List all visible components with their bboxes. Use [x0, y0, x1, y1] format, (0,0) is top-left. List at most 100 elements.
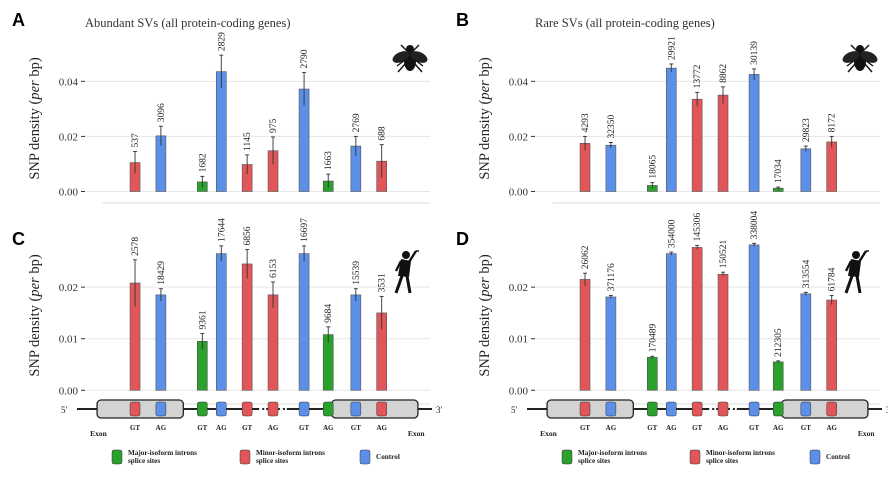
panel-letter: D [456, 229, 469, 249]
bar-count-label: 9361 [198, 310, 208, 329]
fly-wing-left [392, 51, 410, 63]
y-axis-label-part: SNP density ( [477, 296, 493, 376]
y-tick-label: 0.04 [59, 76, 79, 88]
splice-site-minor [376, 401, 387, 417]
splice-site-control [800, 401, 812, 417]
bar-count-label: 537 [131, 133, 141, 148]
splice-site-minor [267, 401, 279, 417]
y-axis-label-part: per [27, 80, 43, 101]
bar-count-label: 18429 [157, 261, 167, 285]
bar-control [748, 244, 760, 391]
legend-swatch-major [561, 449, 573, 465]
splice-site-control [216, 401, 227, 417]
panel-a: A Abundant SVs (all protein-coding genes)… [12, 10, 430, 204]
splice-site-label: GT [692, 424, 702, 432]
exon-label: Exon [858, 429, 876, 438]
bar-count-label: 212305 [774, 328, 784, 357]
y-axis-label-part: SNP density ( [27, 296, 43, 376]
splice-site-label: AG [323, 424, 334, 432]
panel-b: B Rare SVs (all protein-coding genes) 0.00… [456, 10, 880, 204]
human-leg [855, 275, 862, 294]
bar-count-label: 1145 [243, 132, 253, 151]
exon-box [331, 399, 419, 419]
splice-site-minor [129, 401, 141, 417]
splice-site-minor [691, 401, 703, 417]
human-arm [857, 250, 868, 263]
human-arm [407, 250, 418, 263]
bar-count-label: 15539 [352, 261, 362, 285]
bar-count-label: 371176 [607, 263, 617, 291]
fly-wing-left [842, 51, 860, 63]
bar-count-label: 2829 [217, 32, 227, 51]
splice-site-label: GT [801, 424, 811, 432]
legend-swatch-control [809, 449, 821, 465]
fly-leg [864, 63, 873, 73]
splice-site-label: AG [216, 424, 227, 432]
y-axis-label-part: per [477, 80, 493, 101]
five-prime-label: 5' [61, 405, 68, 415]
y-axis-label-part: SNP density ( [27, 99, 43, 179]
three-prime-label: 3' [886, 405, 888, 415]
human-arm [844, 260, 853, 272]
legend-swatch-control [359, 449, 371, 465]
y-axis-label-part: bp) [477, 254, 493, 277]
fly-leg [850, 44, 858, 52]
splice-site-major [322, 401, 334, 417]
bar-count-label: 1663 [324, 151, 334, 170]
human-leg [844, 275, 854, 294]
panel-title: Rare SVs (all protein-coding genes) [535, 16, 715, 30]
bar-minor [691, 98, 703, 192]
bar-count-label: 9684 [324, 304, 334, 323]
y-tick-label: 0.01 [509, 334, 528, 346]
panel-d: D 0.00 0.01 0.02 SNP density (per bp) 26062 37… [456, 211, 880, 405]
human-silhouette-icon [394, 250, 419, 294]
bar-minor [579, 279, 591, 391]
human-head [402, 251, 410, 259]
bar-control [748, 74, 760, 192]
fly-leg [400, 44, 408, 52]
bar-minor [826, 299, 838, 391]
bar-count-label: 16697 [300, 218, 310, 242]
human-leg [394, 275, 404, 294]
y-axis-label-part: bp) [27, 57, 43, 80]
gene-diagram: 5' 3' Exon Exon GT AG GT AG GT AG GT AG GT AG [511, 399, 888, 438]
splice-site-label: GT [749, 424, 759, 432]
bar-control [215, 71, 227, 192]
bar-minor [717, 94, 729, 192]
bar-count-label: 8172 [828, 113, 838, 132]
splice-site-label: AG [826, 424, 837, 432]
bar-count-label: 17034 [774, 159, 784, 183]
y-tick-label: 0.01 [59, 334, 78, 346]
panel-c: C 0.00 0.01 0.02 SNP density (per bp) 2578 184… [12, 218, 430, 405]
bar-count-label: 61784 [828, 267, 838, 291]
fly-head [856, 45, 864, 53]
bar-count-label: 6153 [269, 259, 279, 278]
splice-site-label: GT [299, 424, 309, 432]
splice-site-control [605, 401, 617, 417]
legend-label: Minor-isoform introns [256, 449, 325, 457]
splice-site-control [350, 401, 362, 417]
bar-count-label: 3096 [157, 103, 167, 122]
human-leg [405, 275, 412, 294]
splice-site-minor [241, 401, 253, 417]
bar-count-label: 2790 [300, 49, 310, 68]
legend-swatch-major [111, 449, 123, 465]
splice-site-label: GT [351, 424, 361, 432]
splice-site-minor [826, 401, 837, 417]
bar-count-label: 32350 [607, 114, 617, 138]
legend-label: Control [826, 453, 850, 461]
y-axis-label: SNP density (per bp) [27, 254, 43, 377]
splice-site-control [666, 401, 677, 417]
bar-count-label: 354000 [667, 219, 677, 248]
y-tick-label: 0.00 [59, 186, 79, 198]
fruit-fly-icon [842, 44, 878, 73]
y-axis-label-part: SNP density ( [477, 99, 493, 179]
fly-head [406, 45, 414, 53]
bar-major [772, 361, 784, 391]
y-axis-label: SNP density (per bp) [477, 57, 493, 180]
splice-site-major [197, 401, 208, 417]
human-torso [848, 259, 861, 277]
y-axis-label: SNP density (per bp) [27, 57, 43, 180]
y-tick-label: 0.00 [509, 186, 529, 198]
